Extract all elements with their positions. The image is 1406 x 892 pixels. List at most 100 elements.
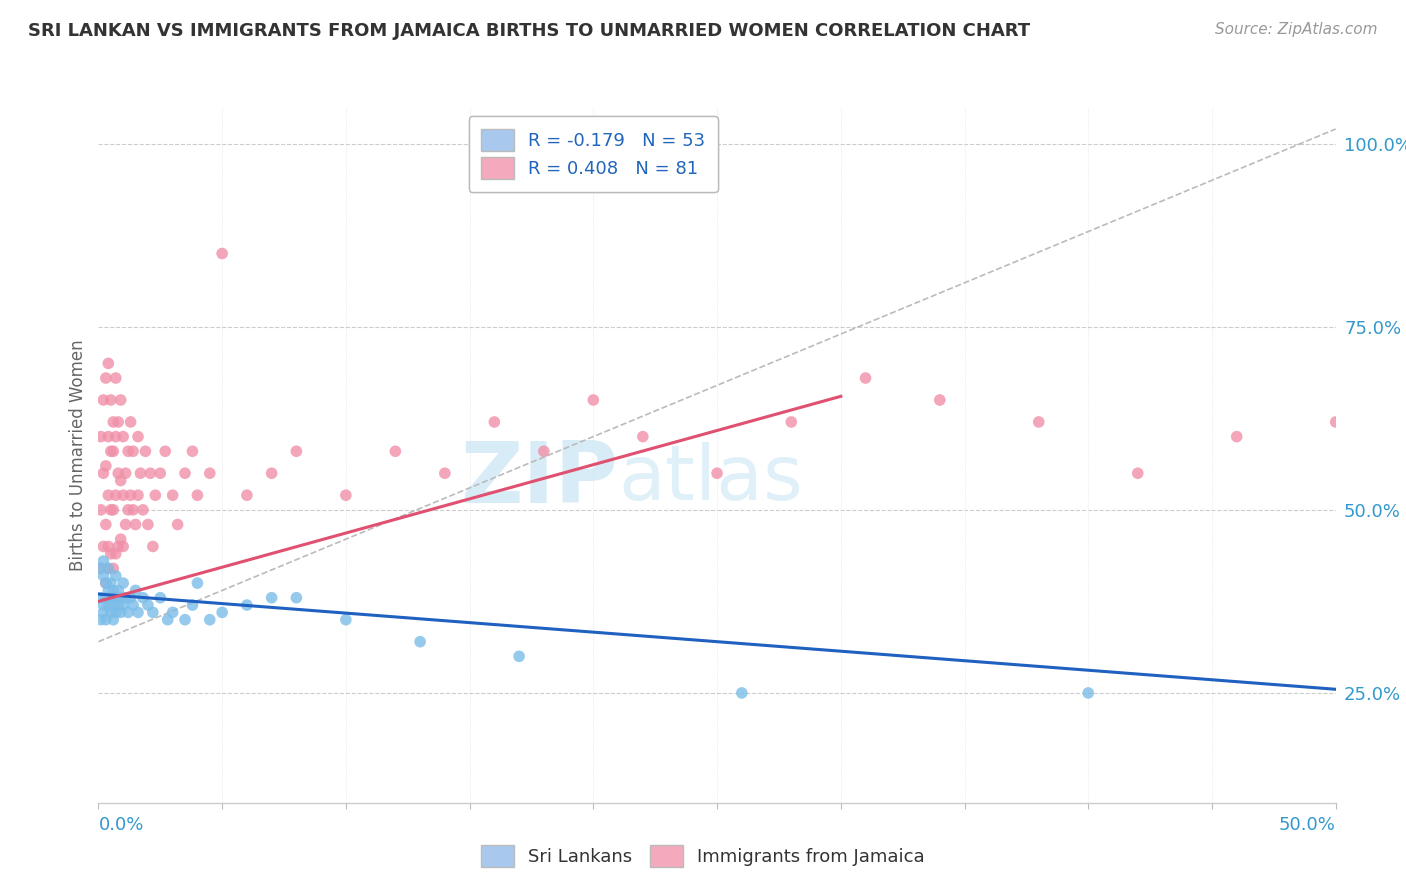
Point (127, 488, 149, 502)
Point (110, 532, 132, 546)
Point (780, 415, 803, 429)
Point (107, 415, 129, 429)
Y-axis label: Births to Unmarried Women: Births to Unmarried Women (69, 339, 87, 571)
Point (104, 547, 127, 561)
Point (97, 583, 120, 598)
Point (100, 606, 122, 620)
Point (97, 561, 120, 575)
Point (129, 467, 152, 481)
Point (100, 503, 122, 517)
Point (103, 415, 125, 429)
Point (149, 591, 172, 605)
Text: 50.0%: 50.0% (1279, 816, 1336, 834)
Text: Source: ZipAtlas.com: Source: ZipAtlas.com (1215, 22, 1378, 37)
Point (236, 598, 259, 612)
Point (93, 554, 115, 568)
Point (107, 598, 129, 612)
Point (120, 415, 142, 429)
Point (484, 415, 506, 429)
Point (100, 392, 122, 407)
Point (94, 576, 117, 591)
Point (134, 444, 156, 458)
Point (533, 444, 555, 458)
Point (90, 503, 112, 517)
Point (120, 591, 142, 605)
Point (97, 598, 120, 612)
Point (631, 429, 654, 443)
Point (104, 371, 127, 385)
Point (236, 488, 259, 502)
Point (433, 467, 456, 481)
Point (112, 488, 135, 502)
Point (211, 246, 233, 260)
Text: ZIP: ZIP (460, 438, 619, 521)
Point (103, 583, 125, 598)
Point (132, 591, 155, 605)
Point (94, 576, 117, 591)
Point (156, 613, 179, 627)
Point (127, 606, 149, 620)
Point (94, 591, 117, 605)
Point (93, 540, 115, 554)
Point (90, 429, 112, 443)
Point (122, 503, 145, 517)
Text: atlas: atlas (619, 442, 803, 516)
Point (260, 591, 283, 605)
Point (114, 517, 136, 532)
Point (103, 598, 125, 612)
Point (149, 467, 172, 481)
Point (1324, 415, 1347, 429)
Point (136, 517, 159, 532)
Point (1028, 415, 1050, 429)
Point (94, 517, 117, 532)
Point (114, 591, 136, 605)
Point (122, 598, 145, 612)
Legend: Sri Lankans, Immigrants from Jamaica: Sri Lankans, Immigrants from Jamaica (474, 838, 932, 874)
Point (384, 444, 406, 458)
Point (143, 488, 166, 502)
Point (409, 634, 432, 648)
Point (100, 444, 122, 458)
Point (186, 576, 208, 591)
Point (112, 576, 135, 591)
Point (110, 392, 132, 407)
Point (100, 547, 122, 561)
Point (166, 517, 188, 532)
Point (117, 444, 139, 458)
Point (117, 503, 139, 517)
Point (181, 444, 204, 458)
Point (508, 649, 530, 664)
Text: SRI LANKAN VS IMMIGRANTS FROM JAMAICA BIRTHS TO UNMARRIED WOMEN CORRELATION CHAR: SRI LANKAN VS IMMIGRANTS FROM JAMAICA BI… (28, 22, 1031, 40)
Point (181, 598, 204, 612)
Point (90, 613, 112, 627)
Point (103, 503, 125, 517)
Point (104, 488, 127, 502)
Point (198, 613, 221, 627)
Point (260, 467, 283, 481)
Point (97, 540, 120, 554)
Point (120, 488, 142, 502)
Point (110, 591, 132, 605)
Point (103, 561, 125, 575)
Point (107, 540, 129, 554)
Legend: R = -0.179   N = 53, R = 0.408   N = 81: R = -0.179 N = 53, R = 0.408 N = 81 (468, 116, 718, 192)
Point (112, 540, 135, 554)
Point (110, 474, 132, 488)
Point (107, 467, 129, 481)
Point (94, 458, 117, 473)
Point (1226, 429, 1249, 443)
Point (103, 444, 125, 458)
Point (142, 540, 165, 554)
Point (93, 467, 115, 481)
Point (104, 568, 127, 582)
Point (112, 429, 135, 443)
Point (100, 576, 122, 591)
Point (335, 613, 357, 627)
Point (93, 606, 115, 620)
Point (855, 371, 877, 385)
Point (335, 488, 357, 502)
Point (110, 606, 132, 620)
Point (198, 467, 221, 481)
Point (93, 598, 115, 612)
Point (136, 598, 159, 612)
